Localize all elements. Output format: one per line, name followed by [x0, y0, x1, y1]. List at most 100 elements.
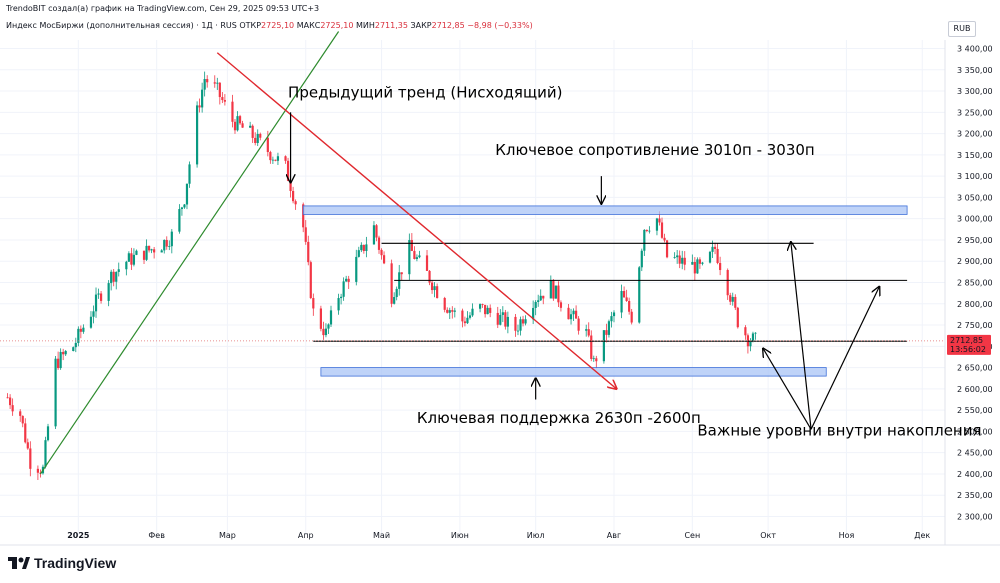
candle-body	[329, 310, 333, 325]
price-tick-label: 2 400,00	[957, 470, 993, 479]
time-tick-label: Авг	[607, 531, 621, 540]
candle-body	[286, 160, 290, 181]
candle-body	[577, 318, 580, 331]
candle-body	[132, 254, 136, 265]
candle-body	[372, 225, 376, 245]
annotation-text: Ключевая поддержка 2630п -2600п	[417, 409, 701, 427]
price-tick-label: 3 000,00	[957, 215, 993, 224]
symbol-info[interactable]: Индекс МосБиржи (дополнительная сессия) …	[6, 21, 237, 30]
time-tick-label: Сен	[684, 531, 700, 540]
price-tick-label: 2 500,00	[957, 427, 993, 436]
candle-body	[638, 267, 641, 323]
candle-body	[567, 307, 570, 320]
chart-attribution: TrendoBIT создал(а) график на TradingVie…	[6, 4, 320, 13]
annotation-arrow	[810, 287, 879, 430]
currency-badge[interactable]: RUB	[948, 21, 976, 37]
candle-body	[21, 415, 24, 424]
candle-body	[693, 261, 696, 274]
candle-body	[489, 307, 492, 313]
candle-body	[365, 244, 368, 252]
candle-body	[595, 358, 598, 362]
candle-body	[481, 304, 484, 305]
price-tick-label: 3 300,00	[957, 87, 993, 96]
candle-body	[150, 249, 153, 251]
candle-body	[410, 240, 413, 251]
uptrend-line	[39, 31, 340, 475]
candle-body	[92, 311, 95, 317]
candle-body	[112, 271, 115, 282]
price-tick-label: 2 550,00	[957, 406, 993, 415]
candle-body	[736, 307, 739, 328]
candle-body	[322, 328, 325, 336]
candle-body	[516, 330, 520, 332]
candle-body	[590, 335, 593, 359]
candle-body	[585, 329, 588, 331]
candle-body	[731, 296, 734, 302]
candle-body	[393, 297, 396, 304]
price-tick-label: 3 350,00	[957, 66, 993, 75]
high-label: МАКС	[296, 21, 321, 30]
downtrend-arrow	[216, 52, 616, 389]
time-tick-label: Апр	[298, 531, 314, 540]
candle-body	[681, 257, 684, 264]
candle-body	[395, 288, 398, 298]
candle-body	[160, 250, 163, 253]
candle-body	[726, 270, 729, 296]
candle-body	[607, 321, 611, 335]
candle-body	[145, 245, 148, 260]
candle-body	[612, 312, 616, 317]
candle-body	[180, 207, 184, 210]
candle-body	[678, 255, 681, 264]
candle-body	[719, 263, 722, 271]
candle-body	[751, 333, 755, 342]
candle-body	[19, 411, 22, 416]
candle-body	[254, 137, 257, 144]
candle-body	[716, 248, 719, 264]
candle-body	[307, 241, 310, 263]
candle-body	[94, 294, 98, 312]
price-tick-label: 2 300,00	[957, 512, 993, 521]
candle-body	[223, 100, 226, 102]
drawings	[0, 31, 945, 475]
price-tick-label: 3 100,00	[957, 172, 993, 181]
candle-body	[46, 426, 50, 441]
price-axis: 2 300,00 2 350,00 2 400,00 2 450,00 2 500,00…	[944, 0, 1000, 545]
time-axis: 2025 Фев Мар Апр Май Июн Июл Авг Сен Окт Ноя Дек	[0, 531, 1000, 546]
support-zone	[320, 367, 827, 377]
candle-body	[630, 311, 633, 323]
candle-body	[11, 405, 14, 412]
candle-body	[231, 101, 234, 122]
candle-body	[221, 97, 224, 101]
candle-body	[256, 133, 259, 144]
time-tick-label: Май	[373, 531, 390, 540]
candle-body	[380, 249, 383, 256]
candle-body	[178, 209, 181, 232]
candle-body	[400, 272, 403, 275]
high-value: 2725,10	[320, 21, 354, 30]
candle-body	[309, 262, 312, 299]
resistance-zone	[302, 205, 908, 215]
candle-body	[185, 183, 189, 205]
candle-body	[451, 310, 454, 312]
candle-body	[569, 314, 573, 320]
grid	[0, 40, 945, 535]
candle-body	[266, 137, 269, 153]
candle-body	[648, 230, 651, 232]
price-countdown: 13:56:02	[950, 345, 986, 354]
candle-body	[713, 246, 717, 249]
candle-body	[539, 295, 542, 301]
candle-body	[44, 440, 47, 467]
candle-body	[62, 351, 65, 355]
candle-body	[168, 246, 171, 247]
candle-body	[673, 257, 676, 258]
candle-body	[345, 278, 348, 282]
current-price-label-bg	[947, 334, 991, 355]
candle-body	[97, 293, 100, 295]
candle-body	[592, 358, 595, 360]
candle-body	[486, 307, 489, 315]
annotation-text: Важные уровни внутри накопления	[697, 422, 981, 440]
candle-body	[206, 78, 209, 83]
candle-body	[347, 278, 350, 282]
time-tick-label: Фев	[148, 531, 165, 540]
